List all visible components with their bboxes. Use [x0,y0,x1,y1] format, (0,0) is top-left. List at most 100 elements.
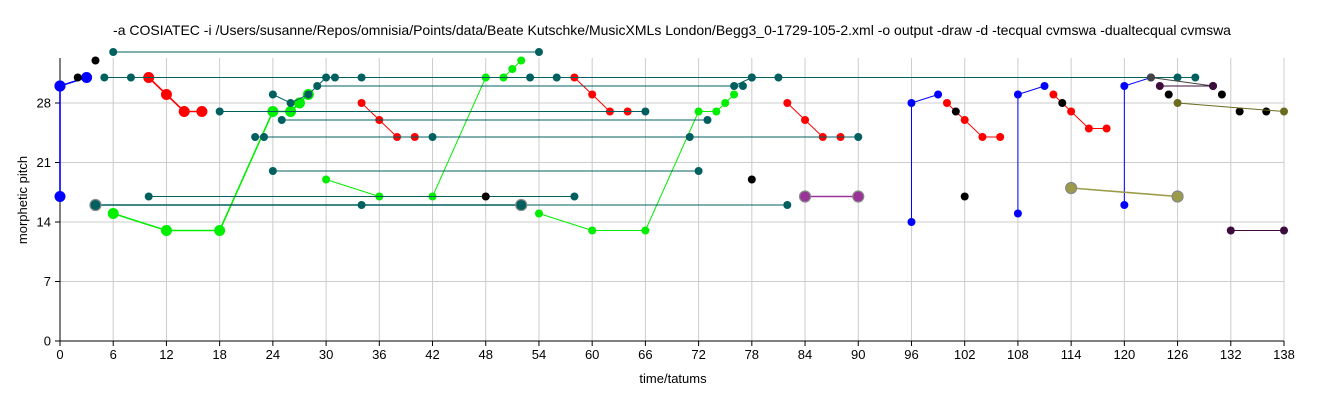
x-tick-label: 138 [1273,347,1295,362]
data-point [738,82,747,90]
series-7 [783,99,845,141]
x-tick-label: 54 [532,347,546,362]
data-point [1155,82,1164,90]
data-point [277,116,286,124]
data-point [730,90,739,99]
y-tick-label: 21 [37,155,51,170]
series-22 [260,133,863,141]
data-series [54,48,1288,236]
data-point [960,192,969,201]
x-tick-label: 108 [1007,347,1029,362]
data-point [907,218,916,226]
series-1 [907,90,943,226]
data-point [330,73,339,82]
data-point [1120,82,1129,90]
data-point [517,56,526,65]
data-point [1084,124,1093,133]
data-point [783,201,792,209]
data-point [54,191,66,202]
data-point [1217,90,1226,99]
series-23 [268,167,703,175]
series-35 [1173,99,1288,116]
data-point [694,107,703,116]
series-13 [109,48,543,56]
data-point [144,192,153,201]
data-point [942,99,951,107]
data-point [1191,73,1200,82]
x-tick-label: 60 [585,347,599,362]
data-point [712,107,721,116]
data-point [214,225,226,236]
data-point [160,225,172,236]
data-point [534,209,543,218]
x-tick-label: 126 [1167,347,1189,362]
x-tick-label: 30 [319,347,333,362]
series-12 [534,90,739,235]
series-26 [89,198,528,212]
x-tick-label: 24 [266,347,280,362]
x-tick-label: 120 [1113,347,1135,362]
x-tick-label: 42 [425,347,439,362]
data-point [1067,107,1076,116]
data-point [1173,73,1182,82]
data-point [747,175,756,184]
series-line [272,77,327,104]
series-line [1071,187,1178,198]
data-point [1065,181,1078,195]
data-point [100,73,109,82]
data-point [852,190,865,203]
series-11 [322,56,526,201]
data-point [357,73,366,82]
data-point [907,99,916,107]
data-point [1049,90,1058,99]
data-point [703,116,712,124]
data-point [951,107,960,116]
data-point [1164,90,1173,99]
x-tick-label: 96 [904,347,918,362]
data-point [641,226,650,235]
data-point [694,167,703,175]
data-point [774,73,783,82]
series-line [1017,85,1045,214]
series-34 [1226,226,1288,235]
series-33 [1155,82,1218,90]
data-point [534,48,543,56]
data-point [588,90,597,99]
data-point [526,73,535,82]
data-point [1040,82,1049,90]
data-point [1235,107,1244,116]
series-29 [1173,73,1182,82]
data-point [481,192,490,201]
y-tick-label: 28 [37,96,51,111]
series-6 [570,73,632,116]
x-tick-label: 132 [1220,347,1242,362]
x-tick-label: 12 [159,347,173,362]
data-point [1102,124,1111,133]
data-point [91,56,100,65]
x-axis-label: time/tatums [639,371,707,386]
series-line [325,60,522,197]
x-tick-label: 72 [691,347,705,362]
data-point [1209,82,1218,90]
series-2 [1013,82,1049,218]
data-point [1262,107,1271,116]
series-24 [144,192,579,201]
series-line [910,94,939,222]
series-19 [215,107,650,116]
data-point [107,208,119,219]
data-point [747,73,756,82]
x-tick-label: 84 [798,347,812,362]
data-point [89,198,102,212]
series-18 [526,73,561,82]
data-point [81,72,93,83]
series-15 [313,82,747,90]
series-31 [798,190,865,203]
data-point [357,99,366,107]
data-point [73,73,82,82]
series-9 [1049,90,1111,133]
data-point [641,107,650,116]
data-point [798,190,812,203]
x-tick-label: 6 [110,347,117,362]
series-27 [268,73,331,107]
series-line [786,102,841,138]
